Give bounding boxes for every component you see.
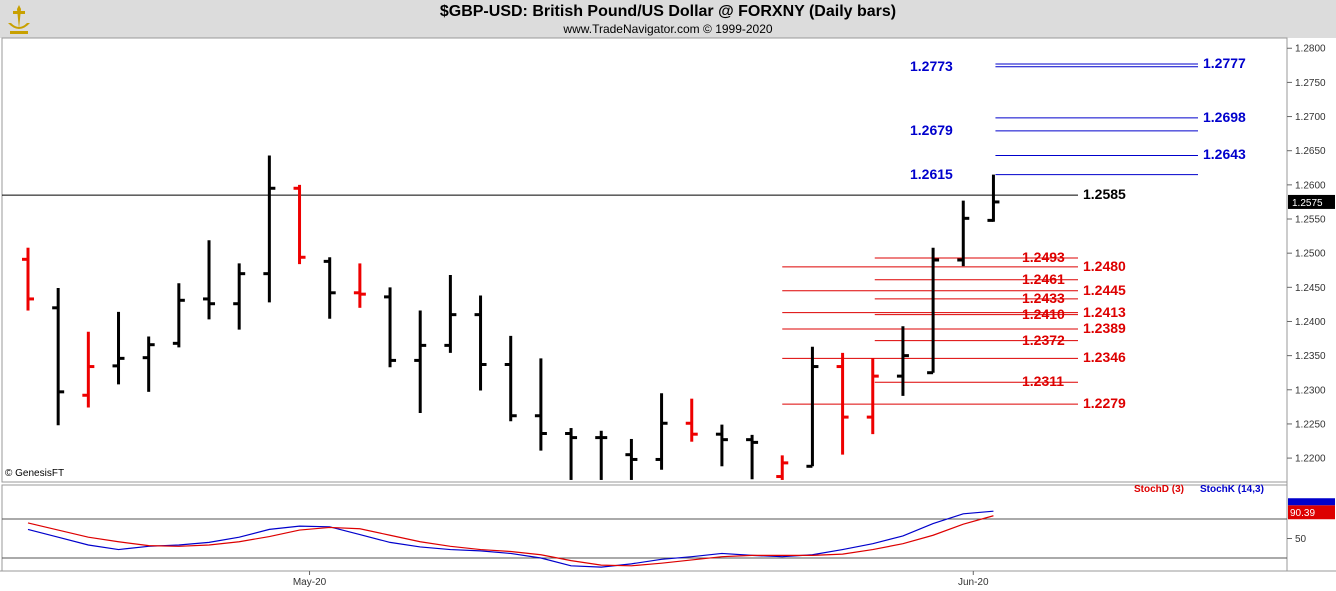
ohlc-bar xyxy=(293,184,306,265)
level-label: 1.2389 xyxy=(1083,319,1126,336)
ohlc-bar xyxy=(806,346,819,468)
ohlc-bar xyxy=(625,438,638,480)
level-label: 1.2698 xyxy=(1203,108,1246,125)
ohlc-bar xyxy=(685,398,698,442)
genesis-logo-icon xyxy=(8,5,30,34)
ohlc-bar xyxy=(987,174,1000,222)
level-label: 1.2585 xyxy=(1083,186,1126,203)
stochk-line xyxy=(27,510,994,568)
level-label: 1.2643 xyxy=(1203,146,1246,163)
ohlc-bar xyxy=(534,358,547,451)
level-label: 1.2777 xyxy=(1203,54,1246,71)
level-label: 1.2773 xyxy=(910,57,953,74)
price-panel xyxy=(1,37,1288,483)
stoch-panel xyxy=(1,484,1288,572)
y-tick-label: 1.2350 xyxy=(1295,351,1326,362)
ohlc-bar xyxy=(655,393,668,470)
stoch-value-label: 90.39 xyxy=(1290,508,1315,519)
y-tick-label: 1.2450 xyxy=(1295,283,1326,294)
ohlc-bar xyxy=(52,288,65,426)
ohlc-bar xyxy=(414,310,427,414)
ohlc-bar xyxy=(504,335,517,422)
y-tick-label: 1.2300 xyxy=(1295,385,1326,396)
x-tick-label: Jun-20 xyxy=(958,577,989,588)
ohlc-bar xyxy=(866,358,879,435)
ohlc-bar xyxy=(22,247,34,311)
ohlc-bar xyxy=(896,326,909,396)
stoch-y-tick-label: 50 xyxy=(1295,534,1307,545)
y-tick-label: 1.2650 xyxy=(1295,146,1326,157)
level-label: 1.2410 xyxy=(1022,305,1065,322)
y-tick-label: 1.2500 xyxy=(1295,249,1326,260)
ohlc-bar xyxy=(746,434,759,480)
chart-title: $GBP-USD: British Pound/US Dollar @ FORX… xyxy=(439,3,897,20)
chart-header xyxy=(0,0,1336,38)
ohlc-bar xyxy=(957,200,970,267)
level-label: 1.2445 xyxy=(1083,281,1126,298)
chart-subtitle: www.TradeNavigator.com © 1999-2020 xyxy=(563,22,773,36)
y-tick-label: 1.2600 xyxy=(1295,180,1326,191)
y-tick-label: 1.2750 xyxy=(1295,78,1326,89)
ohlc-bar xyxy=(715,424,728,467)
level-label: 1.2461 xyxy=(1022,270,1065,287)
stochd-legend: StochD (3) xyxy=(1134,484,1184,495)
current-price-box xyxy=(1288,194,1335,209)
y-tick-label: 1.2550 xyxy=(1295,215,1326,226)
ohlc-bar xyxy=(142,336,155,392)
stoch-value-box xyxy=(1288,505,1335,520)
ohlc-bar xyxy=(444,275,457,353)
ohlc-bar xyxy=(172,283,185,348)
level-label: 1.2311 xyxy=(1022,373,1065,390)
y-tick-label: 1.2700 xyxy=(1295,112,1326,123)
level-label: 1.2372 xyxy=(1022,331,1065,348)
level-label: 1.2679 xyxy=(910,121,953,138)
level-label: 1.2615 xyxy=(910,165,953,182)
ohlc-bar xyxy=(82,331,95,408)
ohlc-bar xyxy=(353,263,366,308)
copyright-label: © GenesisFT xyxy=(5,468,65,479)
ohlc-bar xyxy=(595,430,608,480)
y-tick-label: 1.2250 xyxy=(1295,419,1326,430)
level-label: 1.2480 xyxy=(1083,257,1126,274)
ohlc-bar xyxy=(323,257,336,319)
stochk-legend: StochK (14,3) xyxy=(1200,484,1264,495)
level-label: 1.2433 xyxy=(1022,289,1065,306)
level-label: 1.2279 xyxy=(1083,395,1126,412)
y-tick-label: 1.2400 xyxy=(1295,317,1326,328)
current-price-label: 1.2575 xyxy=(1292,198,1323,209)
ohlc-bar xyxy=(384,287,397,368)
y-tick-label: 1.2200 xyxy=(1295,454,1326,465)
ohlc-bar xyxy=(263,155,276,303)
x-tick-label: May-20 xyxy=(293,577,327,588)
ohlc-bar xyxy=(233,263,246,330)
level-label: 1.2493 xyxy=(1022,248,1065,265)
ohlc-bar xyxy=(565,428,578,480)
y-tick-label: 1.2800 xyxy=(1295,44,1326,55)
ohlc-bar xyxy=(203,240,216,320)
ohlc-bar xyxy=(474,295,487,391)
stochd-line xyxy=(27,515,994,567)
ohlc-bar xyxy=(112,311,125,385)
stochk-value-box xyxy=(1288,498,1335,506)
level-label: 1.2413 xyxy=(1083,303,1126,320)
ohlc-bar xyxy=(776,455,789,480)
level-label: 1.2346 xyxy=(1083,349,1126,366)
ohlc-bar xyxy=(836,352,849,455)
ohlc-bar xyxy=(927,247,940,375)
